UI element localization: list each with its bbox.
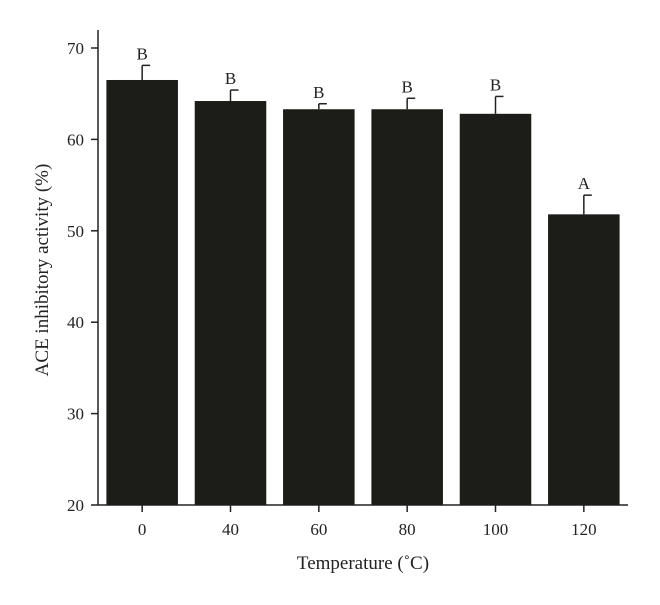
y-tick-label: 30 [67, 405, 84, 424]
significance-label: A [578, 174, 591, 193]
y-axis-label: ACE inhibitory activity (%) [32, 164, 53, 377]
x-tick-label: 40 [222, 520, 239, 539]
bar-60 [283, 109, 355, 505]
significance-label: B [490, 75, 501, 94]
bar-0 [106, 79, 178, 506]
y-tick-label: 40 [67, 313, 84, 332]
y-tick-label: 60 [67, 130, 84, 149]
y-tick-label: 50 [67, 222, 84, 241]
bar-40 [194, 101, 267, 506]
x-tick-label: 60 [310, 520, 327, 539]
bar-100 [459, 113, 532, 506]
significance-label: B [313, 83, 324, 102]
significance-label: B [225, 69, 236, 88]
x-tick-label: 100 [483, 520, 509, 539]
y-tick-label: 70 [67, 39, 84, 58]
x-axis-label: Temperature (˚C) [297, 553, 429, 574]
bar-80 [371, 109, 443, 505]
x-tick-label: 80 [399, 520, 416, 539]
significance-label: B [136, 44, 147, 63]
bar-120 [548, 214, 620, 505]
x-tick-label: 0 [138, 520, 147, 539]
bars: B B B B B A [106, 44, 620, 506]
x-tick-label: 120 [571, 520, 597, 539]
y-tick-label: 20 [67, 496, 84, 515]
x-axis: 0 40 60 80 100 120 [98, 504, 628, 539]
y-axis: 20 30 40 50 60 70 [67, 30, 99, 515]
significance-label: B [401, 77, 412, 96]
